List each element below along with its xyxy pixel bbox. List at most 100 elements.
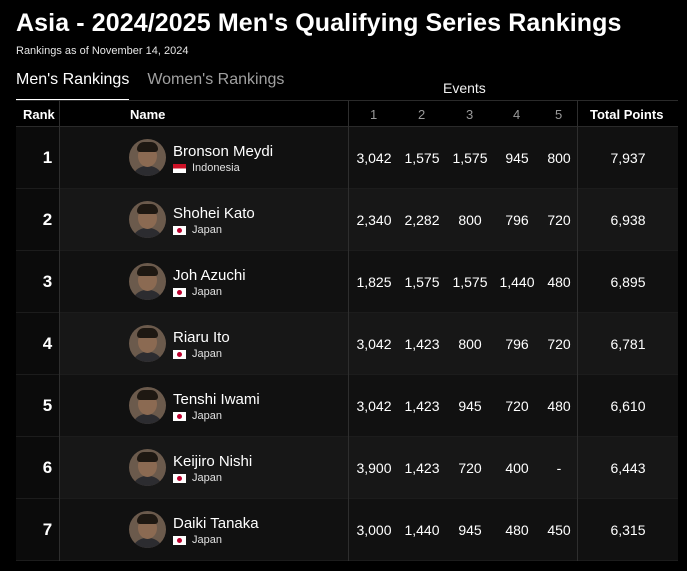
avatar[interactable] <box>129 511 166 548</box>
athlete-country: Japan <box>173 224 222 236</box>
event-2-points: 2,282 <box>404 212 440 228</box>
rank-cell <box>16 313 59 374</box>
events-group-label: Events <box>443 80 486 96</box>
athlete-name[interactable]: Daiki Tanaka <box>173 515 259 532</box>
event-5-points: - <box>556 460 562 476</box>
athlete-name[interactable]: Riaru Ito <box>173 329 230 346</box>
rank-cell <box>16 251 59 312</box>
athlete-country: Indonesia <box>173 162 240 174</box>
country-name: Japan <box>192 348 222 360</box>
rank-number: 4 <box>42 334 53 353</box>
japan-flag-icon <box>173 225 186 235</box>
total-points: 6,610 <box>610 398 646 414</box>
header-event-3: 3 <box>466 107 474 122</box>
table-row[interactable]: 5 Tenshi Iwami Japan 3,042 1,423 945 720 480 6,6… <box>16 375 678 437</box>
rank-number: 7 <box>42 520 53 539</box>
avatar-body <box>132 166 163 176</box>
event-2-points: 1,423 <box>404 460 440 476</box>
rankings-table: Rank Name 1 2 3 4 5 Total Points 1 Bronso… <box>16 100 678 561</box>
rank-number: 5 <box>42 396 53 415</box>
avatar[interactable] <box>129 263 166 300</box>
avatar-body <box>132 290 163 300</box>
event-3-points: 720 <box>458 460 482 476</box>
header-event-5: 5 <box>555 107 563 122</box>
tab-mens-rankings[interactable]: Men's Rankings <box>16 71 130 101</box>
rankings-date: Rankings as of November 14, 2024 <box>16 45 189 57</box>
athlete-name[interactable]: Shohei Kato <box>173 205 255 222</box>
table-row[interactable]: 7 Daiki Tanaka Japan 3,000 1,440 945 480 450 6,3… <box>16 499 678 561</box>
avatar-hair <box>137 266 158 276</box>
avatar-body <box>132 476 163 486</box>
rank-cell <box>16 437 59 498</box>
athlete-country: Japan <box>173 286 222 298</box>
total-points: 6,315 <box>610 522 646 538</box>
header-total-points[interactable]: Total Points <box>590 107 664 122</box>
rank-cell <box>16 189 59 250</box>
header-event-4: 4 <box>513 107 521 122</box>
events-divider <box>348 100 349 561</box>
athlete-name[interactable]: Joh Azuchi <box>173 267 246 284</box>
header-rank[interactable]: Rank <box>23 107 55 122</box>
event-4-points: 796 <box>505 212 529 228</box>
table-row[interactable]: 3 Joh Azuchi Japan 1,825 1,575 1,575 1,440 480 6… <box>16 251 678 313</box>
total-divider <box>577 100 578 561</box>
athlete-name[interactable]: Bronson Meydi <box>173 143 274 160</box>
athlete-name[interactable]: Keijiro Nishi <box>173 453 253 470</box>
avatar-hair <box>137 452 158 462</box>
avatar-hair <box>137 390 158 400</box>
table-row[interactable]: 1 Bronson Meydi Indonesia 3,042 1,575 1,575 94… <box>16 127 678 189</box>
country-name: Japan <box>192 472 222 484</box>
event-3-points: 1,575 <box>452 150 488 166</box>
japan-flag-icon <box>173 349 186 359</box>
event-1-points: 3,042 <box>356 150 392 166</box>
tab-womens-rankings[interactable]: Women's Rankings <box>147 71 285 88</box>
table-header: Rank Name 1 2 3 4 5 Total Points <box>16 100 678 127</box>
header-event-2: 2 <box>418 107 426 122</box>
table-body: 1 Bronson Meydi Indonesia 3,042 1,575 1,575 94… <box>16 127 678 561</box>
total-points: 6,895 <box>610 274 646 290</box>
table-row[interactable]: 4 Riaru Ito Japan 3,042 1,423 800 796 720 6,781 <box>16 313 678 375</box>
event-2-points: 1,423 <box>404 336 440 352</box>
avatar-hair <box>137 204 158 214</box>
avatar-hair <box>137 142 158 152</box>
event-4-points: 945 <box>505 150 529 166</box>
table-row[interactable]: 2 Shohei Kato Japan 2,340 2,282 800 796 720 6,93… <box>16 189 678 251</box>
table-row[interactable]: 6 Keijiro Nishi Japan 3,900 1,423 720 400 - 6,44… <box>16 437 678 499</box>
japan-flag-icon <box>173 411 186 421</box>
rank-cell <box>16 127 59 188</box>
event-3-points: 945 <box>458 398 482 414</box>
athlete-name[interactable]: Tenshi Iwami <box>173 391 260 408</box>
rank-cell <box>16 375 59 436</box>
event-4-points: 400 <box>505 460 529 476</box>
country-name: Japan <box>192 410 222 422</box>
country-name: Japan <box>192 224 222 236</box>
event-2-points: 1,423 <box>404 398 440 414</box>
event-3-points: 945 <box>458 522 482 538</box>
avatar-hair <box>137 514 158 524</box>
country-name: Indonesia <box>192 162 240 174</box>
country-name: Japan <box>192 534 222 546</box>
avatar-hair <box>137 328 158 338</box>
header-name[interactable]: Name <box>130 107 166 122</box>
total-points: 6,938 <box>610 212 646 228</box>
avatar[interactable] <box>129 325 166 362</box>
event-4-points: 796 <box>505 336 529 352</box>
event-4-points: 720 <box>505 398 529 414</box>
country-name: Japan <box>192 286 222 298</box>
ranking-tabs: Men's Rankings Women's Rankings <box>16 71 302 101</box>
event-5-points: 720 <box>547 212 571 228</box>
athlete-country: Japan <box>173 534 222 546</box>
event-2-points: 1,575 <box>404 150 440 166</box>
event-3-points: 800 <box>458 212 482 228</box>
avatar[interactable] <box>129 201 166 238</box>
japan-flag-icon <box>173 535 186 545</box>
event-5-points: 800 <box>547 150 571 166</box>
total-points: 7,937 <box>610 150 646 166</box>
japan-flag-icon <box>173 287 186 297</box>
avatar[interactable] <box>129 387 166 424</box>
avatar[interactable] <box>129 449 166 486</box>
event-1-points: 3,900 <box>356 460 392 476</box>
rank-divider <box>59 100 60 561</box>
avatar[interactable] <box>129 139 166 176</box>
event-1-points: 1,825 <box>356 274 392 290</box>
